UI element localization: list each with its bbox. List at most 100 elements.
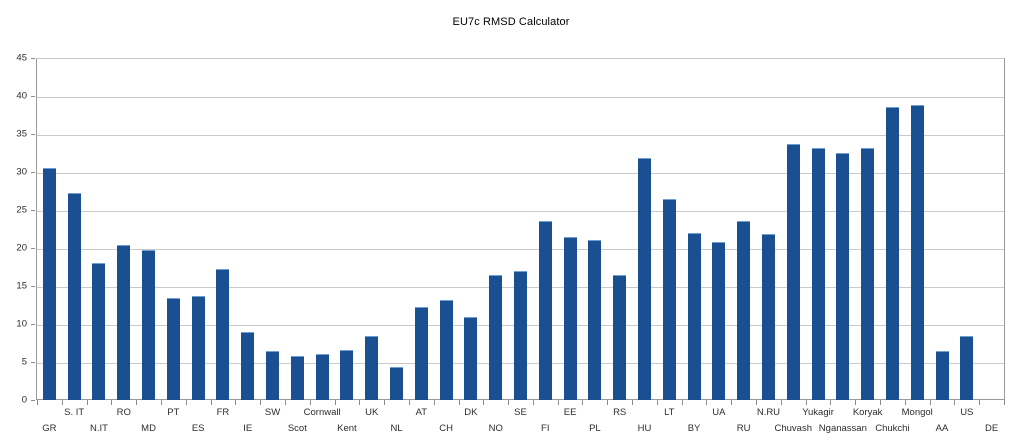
y-tick-label: 0 xyxy=(21,394,27,406)
bar xyxy=(910,105,924,400)
bar xyxy=(489,274,503,400)
x-tick-mark xyxy=(161,400,162,405)
x-tick-mark xyxy=(954,400,955,405)
x-tick-label: CH xyxy=(439,423,453,434)
x-tick-mark xyxy=(111,400,112,405)
x-tick-mark xyxy=(409,400,410,405)
bar xyxy=(637,157,651,400)
x-tick-label: SE xyxy=(514,407,527,418)
y-tick-mark xyxy=(31,400,35,401)
y-tick-mark xyxy=(31,248,35,249)
x-tick-label: Scot xyxy=(287,423,307,434)
x-tick-mark xyxy=(62,400,63,405)
x-tick-mark xyxy=(37,400,38,405)
x-tick-label: LT xyxy=(664,407,675,418)
x-tick-label: ES xyxy=(191,423,205,434)
y-tick-label: 20 xyxy=(16,242,27,254)
x-tick-mark xyxy=(310,400,311,405)
bar xyxy=(414,306,428,400)
gridline xyxy=(37,211,1004,212)
bar xyxy=(737,221,751,400)
x-tick-label: BY xyxy=(687,423,701,434)
bar xyxy=(836,153,850,400)
x-tick-mark xyxy=(582,400,583,405)
chart-title: EU7c RMSD Calculator xyxy=(452,16,570,28)
x-tick-mark xyxy=(558,400,559,405)
bar xyxy=(42,168,56,400)
bar xyxy=(588,240,602,400)
bar xyxy=(315,354,329,400)
x-tick-mark xyxy=(781,400,782,405)
y-tick-label: 10 xyxy=(16,318,27,330)
x-tick-mark xyxy=(682,400,683,405)
x-tick-mark xyxy=(359,400,360,405)
x-tick-label: RS xyxy=(613,407,627,418)
x-tick-label: RO xyxy=(116,407,131,418)
x-tick-label: Yukagir xyxy=(802,407,834,418)
y-tick-mark xyxy=(31,96,35,97)
x-tick-label: PL xyxy=(589,423,601,434)
bar xyxy=(514,270,527,400)
bar xyxy=(142,249,156,400)
y-axis: 0 5 10 15 20 25 30 35 40 45 xyxy=(0,0,36,441)
x-tick-label: Chukchi xyxy=(875,423,910,434)
x-tick-label: MD xyxy=(141,423,156,434)
x-tick-mark xyxy=(459,400,460,405)
bar xyxy=(662,198,676,400)
y-tick-label: 45 xyxy=(16,52,27,64)
x-tick-mark xyxy=(136,400,137,405)
bar xyxy=(885,106,899,400)
y-tick-label: 35 xyxy=(16,128,27,140)
x-tick-label: EE xyxy=(563,407,577,418)
x-tick-mark xyxy=(806,400,807,405)
y-tick-mark xyxy=(31,362,35,363)
gridline xyxy=(37,97,1004,98)
bar xyxy=(761,234,775,400)
y-tick-mark xyxy=(31,58,35,59)
bar xyxy=(340,349,354,400)
x-tick-mark xyxy=(285,400,286,405)
bar xyxy=(613,275,627,400)
bar xyxy=(786,143,800,400)
bar xyxy=(464,317,478,400)
y-tick-label: 30 xyxy=(16,166,27,178)
bar xyxy=(861,148,875,400)
x-axis-labels: GR S. IT N.IT RO MD PT ES FR IE SW Scot Cornwall Ken… xyxy=(0,400,1022,441)
x-tick-mark xyxy=(235,400,236,405)
x-tick-label: NO xyxy=(488,423,503,434)
y-tick-label: 15 xyxy=(16,280,27,292)
x-tick-mark xyxy=(979,400,980,405)
x-tick-label: DE xyxy=(984,423,999,434)
bar xyxy=(191,295,205,400)
bar xyxy=(92,263,106,400)
x-tick-label: AT xyxy=(415,407,428,418)
x-tick-label: Koryak xyxy=(852,407,883,418)
bar xyxy=(365,336,379,400)
x-tick-mark xyxy=(855,400,856,405)
x-tick-mark xyxy=(508,400,509,405)
x-tick-mark xyxy=(186,400,187,405)
bar xyxy=(960,336,974,400)
y-tick-mark xyxy=(31,134,35,135)
bar xyxy=(687,232,701,400)
bar xyxy=(241,331,255,400)
x-tick-mark xyxy=(756,400,757,405)
x-tick-mark xyxy=(830,400,831,405)
bar xyxy=(117,244,131,400)
gridline xyxy=(37,249,1004,250)
x-tick-label: Chuvash xyxy=(774,423,812,434)
y-tick-mark xyxy=(31,286,35,287)
x-tick-label: RU xyxy=(736,423,751,434)
x-tick-label: Nganassan xyxy=(818,423,867,434)
bar xyxy=(290,355,304,400)
x-tick-mark xyxy=(483,400,484,405)
x-tick-label: S. IT xyxy=(64,407,85,418)
x-tick-label: PT xyxy=(167,407,180,418)
x-tick-mark xyxy=(607,400,608,405)
x-tick-label: FI xyxy=(541,423,550,434)
x-tick-mark xyxy=(632,400,633,405)
x-tick-label: NL xyxy=(390,423,403,434)
x-tick-mark xyxy=(905,400,906,405)
y-tick-mark xyxy=(31,210,35,211)
